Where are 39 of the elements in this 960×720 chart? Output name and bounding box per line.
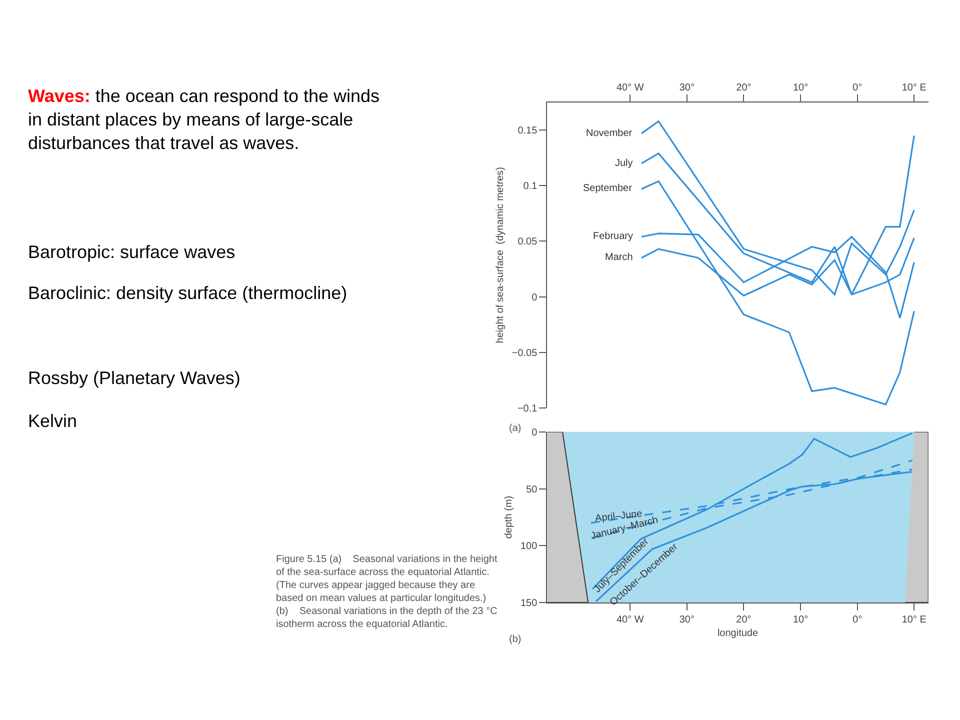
series-label: November [586, 128, 633, 139]
y-tick-label: −0.1 [517, 403, 538, 414]
text: (b) [509, 634, 522, 645]
x-tick-label: 30° [679, 614, 694, 626]
x-tick-label: 20° [736, 614, 752, 626]
y-tick-label: −0.05 [512, 348, 538, 359]
x-tick-label: 40° W [616, 82, 644, 94]
series-label: September [583, 183, 633, 194]
x-tick-label: 10° E [902, 82, 927, 94]
text: Waves: the ocean can respond to the winds in distant places by means of large-scale disturbances that travel as waves. [28, 86, 380, 153]
x-tick-label: 10° E [902, 614, 927, 626]
x-tick-label: 20° [736, 82, 752, 94]
text: Rossby (Planetary Waves) [28, 368, 240, 388]
x-tick-label: 10° [792, 82, 808, 94]
y-tick-label: 0 [532, 292, 538, 304]
series-label: March [605, 252, 633, 263]
text: Baroclinic: density surface (thermocline) [28, 283, 348, 303]
text: Kelvin [28, 411, 78, 431]
y-tick-label: 0.05 [518, 236, 538, 248]
y-tick-label: 150 [520, 598, 538, 610]
y-tick-label: 0.1 [523, 181, 538, 192]
line-series [640, 180, 915, 406]
y-tick-label: 100 [520, 541, 538, 552]
series-label: February [593, 231, 634, 242]
x-axis-title: longitude [717, 628, 758, 640]
x-tick-label: 0° [852, 82, 862, 94]
y-tick-label: 50 [526, 484, 538, 496]
y-tick-label: 0.15 [518, 126, 538, 137]
series-label: July [615, 158, 633, 169]
x-tick-label: 10° [792, 614, 808, 626]
y-tick-label: 0 [532, 427, 538, 438]
x-tick-label: 40° W [616, 614, 644, 626]
caption: Figure 5.15 (a) Seasonal variations in the height of the sea-surface across the equatorial Atlantic. (The curves appear jagged because they are based on mean values at particular longitudes.) (b) Seasonal variations in the depth of the 23 °C isotherm across the equatorial Atlantic. [276, 554, 498, 630]
text: (a) [509, 423, 522, 434]
x-tick-label: 0° [852, 614, 862, 626]
text: Barotropic: surface waves [28, 242, 236, 262]
x-tick-label: 30° [679, 82, 694, 94]
y-axis-title: height of sea-surface (dynamic metres) [494, 167, 506, 344]
y-axis-title: depth (m) [504, 496, 515, 539]
